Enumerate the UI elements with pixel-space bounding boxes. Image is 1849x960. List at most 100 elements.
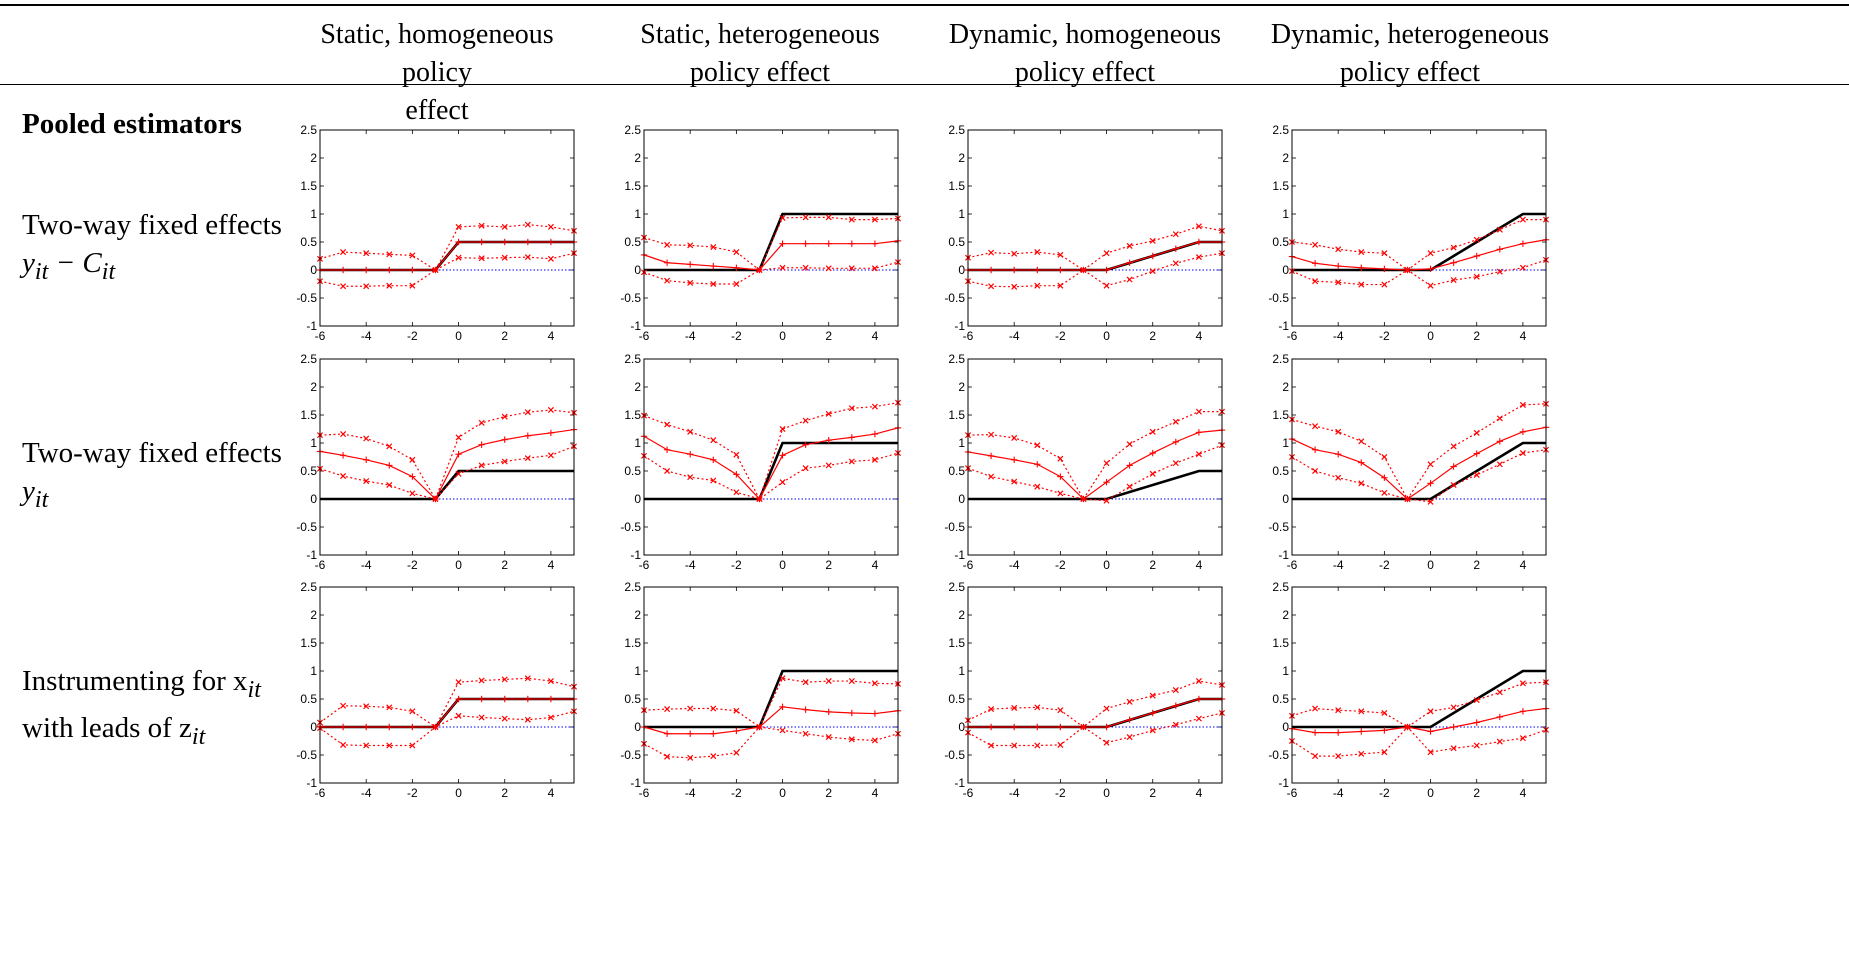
cross-marker-stroke xyxy=(710,280,717,288)
ci-lower-line xyxy=(319,710,575,747)
cross-marker-stroke xyxy=(1519,450,1526,457)
cross-marker-stroke xyxy=(1496,226,1503,233)
y-tick-label: -1 xyxy=(1278,319,1289,333)
cross-marker-stroke xyxy=(687,428,694,435)
ci-upper-marker xyxy=(501,676,508,683)
estimate-line xyxy=(320,698,574,728)
ci-lower-marker xyxy=(1126,276,1133,283)
ci-upper-marker xyxy=(710,705,717,712)
ci-upper-marker xyxy=(779,214,786,221)
ci-upper-marker xyxy=(1011,704,1018,711)
x-tick-label: -4 xyxy=(361,329,372,343)
ci-lower-marker xyxy=(1312,467,1319,475)
y-tick-label: 1 xyxy=(634,207,641,221)
row-label-text: with leads of z xyxy=(22,711,192,744)
cross-marker-stroke xyxy=(1381,749,1388,756)
estimate-line xyxy=(319,428,575,500)
row-label-line: Instrumenting for xit xyxy=(22,662,261,709)
ci-upper-marker xyxy=(1381,453,1388,461)
cross-marker-stroke xyxy=(340,431,347,438)
ci-lower-marker xyxy=(547,714,554,721)
estimate-line xyxy=(967,429,1223,500)
column-header-3: Dynamic, homogeneous policy effect xyxy=(935,16,1235,92)
ci-upper-marker xyxy=(988,249,995,256)
ci-lower-line xyxy=(967,712,1223,747)
x-tick-label: -2 xyxy=(1379,786,1390,800)
x-tick-label: -2 xyxy=(1379,329,1390,343)
ci-upper-marker xyxy=(1473,236,1480,243)
ci-upper-marker xyxy=(1335,707,1342,714)
y-tick-label: -1 xyxy=(630,776,641,790)
plot-frame xyxy=(1291,129,1547,327)
x-tick-label: 0 xyxy=(1427,558,1434,572)
y-tick-label: 2.5 xyxy=(948,352,965,366)
ci-lower-marker xyxy=(478,462,485,469)
estimate-marker xyxy=(848,709,856,717)
cross-marker-stroke xyxy=(1126,242,1133,249)
estimate-marker xyxy=(1404,495,1411,503)
estimate-marker xyxy=(1473,719,1480,726)
ci-lower-marker xyxy=(524,716,531,723)
x-tick-label: -6 xyxy=(1287,558,1298,572)
cross-marker-stroke xyxy=(1011,704,1018,711)
ci-upper-marker xyxy=(687,428,694,435)
ci-lower-marker xyxy=(988,283,995,290)
estimate-line xyxy=(1291,426,1547,500)
estimate-marker xyxy=(386,723,393,731)
cross-marker-stroke xyxy=(664,421,671,428)
ci-upper-marker xyxy=(1195,678,1202,685)
ci-upper-marker xyxy=(988,431,995,438)
cross-marker-stroke xyxy=(687,705,694,712)
ci-upper-marker xyxy=(848,405,855,412)
cross-marker-stroke xyxy=(1496,415,1503,422)
cross-marker-stroke xyxy=(1473,742,1480,749)
cross-marker-stroke xyxy=(1473,236,1480,243)
cross-marker-stroke xyxy=(1011,283,1018,290)
column-header-line: policy effect xyxy=(689,57,831,88)
estimate-marker xyxy=(663,730,671,737)
estimate-marker xyxy=(1010,266,1018,274)
ci-lower-marker xyxy=(1172,460,1179,467)
estimate-marker xyxy=(1381,727,1388,734)
estimate-marker xyxy=(1057,266,1064,274)
ci-upper-marker xyxy=(1496,689,1503,696)
cross-marker-stroke xyxy=(1427,282,1434,289)
y-tick-label: 0 xyxy=(310,720,317,734)
cross-marker-stroke xyxy=(871,216,878,223)
y-tick-label: -1 xyxy=(630,319,641,333)
y-tick-label: 0 xyxy=(634,720,641,734)
ci-upper-marker xyxy=(1473,429,1480,436)
cross-marker-stroke xyxy=(1195,254,1202,261)
cross-marker-stroke xyxy=(1335,279,1342,286)
ci-lower-line xyxy=(643,726,899,759)
cross-marker-stroke xyxy=(524,254,531,261)
true-effect-line xyxy=(1292,441,1546,501)
ci-upper-marker xyxy=(1149,237,1156,244)
cross-marker-stroke xyxy=(1103,282,1110,289)
math-subscript: it xyxy=(34,485,49,513)
estimate-marker xyxy=(455,238,462,246)
cross-marker-stroke xyxy=(1034,282,1041,289)
cross-marker-stroke xyxy=(1034,704,1041,711)
cross-marker-stroke xyxy=(1473,471,1480,478)
cross-marker-stroke xyxy=(1103,250,1110,257)
y-tick-label: 0.5 xyxy=(300,692,317,706)
ci-upper-marker xyxy=(363,250,370,257)
x-tick-label: 4 xyxy=(1196,786,1203,800)
cross-marker-stroke xyxy=(409,282,416,289)
cross-marker-stroke xyxy=(1358,750,1365,757)
estimate-marker xyxy=(362,456,370,463)
y-tick-label: 2.5 xyxy=(624,580,641,594)
ci-upper-marker xyxy=(1496,415,1503,422)
estimate-marker xyxy=(1496,246,1504,253)
ci-lower-marker xyxy=(825,462,832,469)
column-header-2: Static, heterogeneous policy effect xyxy=(610,16,910,92)
ci-upper-marker xyxy=(1195,408,1202,415)
cross-marker-stroke xyxy=(1172,721,1179,728)
ci-lower-marker xyxy=(1126,734,1133,741)
cross-marker-stroke xyxy=(363,250,370,257)
cross-marker-stroke xyxy=(1172,260,1179,267)
y-tick-label: 1 xyxy=(1282,664,1289,678)
cross-marker-stroke xyxy=(455,470,462,477)
x-tick-label: -4 xyxy=(685,786,696,800)
